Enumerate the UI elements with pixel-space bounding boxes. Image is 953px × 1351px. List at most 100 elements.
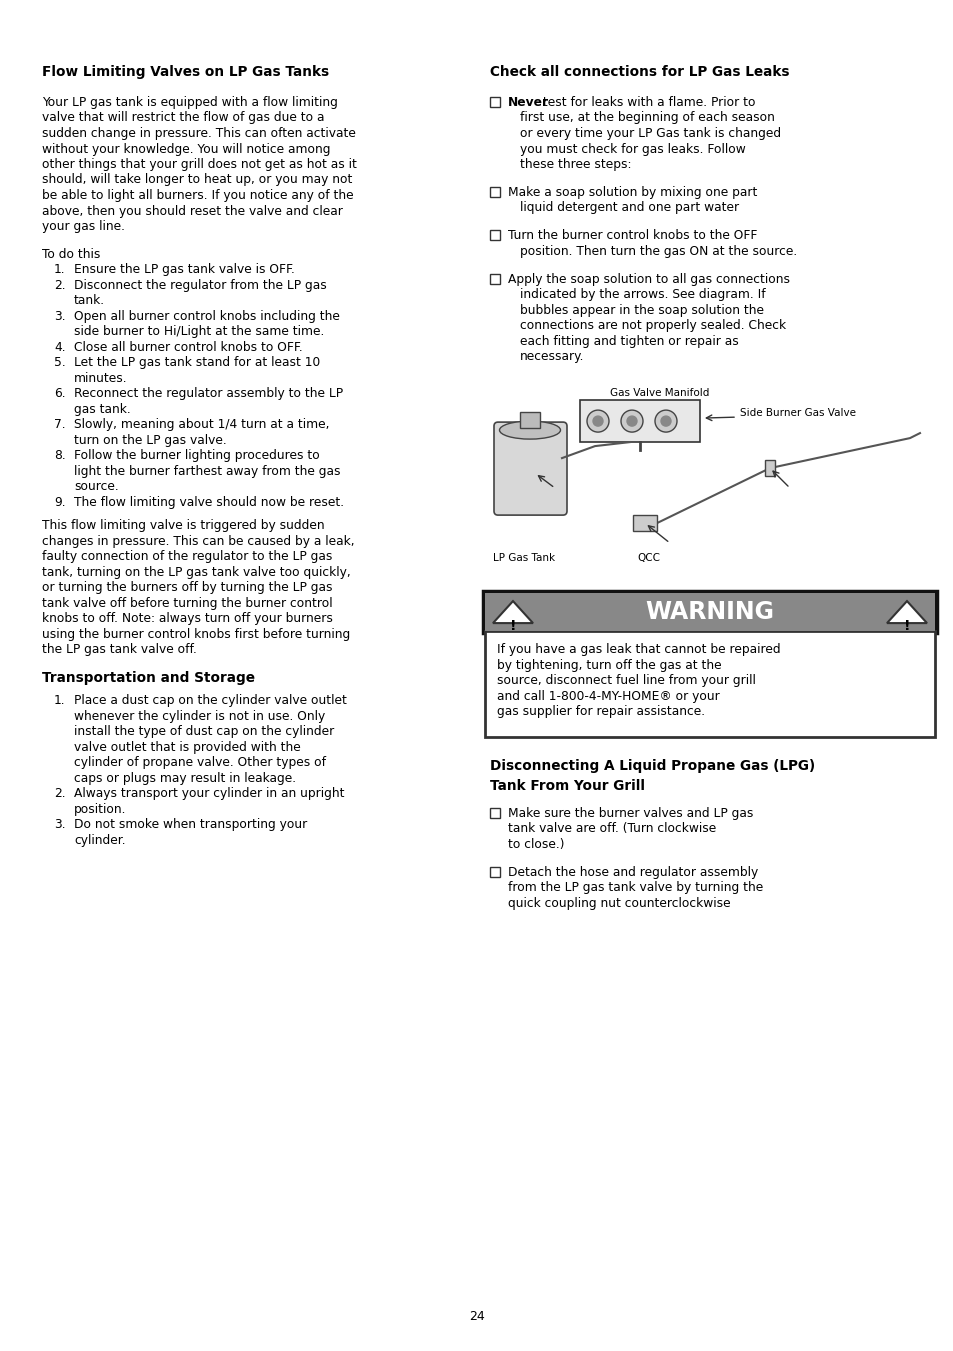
Text: Make sure the burner valves and LP gas: Make sure the burner valves and LP gas	[507, 807, 753, 820]
Bar	[519, 412, 539, 428]
Text: !: !	[509, 619, 516, 634]
Text: Make a soap solution by mixing one part: Make a soap solution by mixing one part	[507, 186, 757, 199]
Text: Transportation and Storage: Transportation and Storage	[42, 671, 254, 685]
Text: This flow limiting valve is triggered by sudden: This flow limiting valve is triggered by…	[42, 519, 324, 532]
Polygon shape	[886, 601, 926, 623]
Bar	[490, 186, 499, 197]
Text: 1.: 1.	[54, 694, 66, 708]
Text: quick coupling nut counterclockwise: quick coupling nut counterclockwise	[507, 897, 730, 909]
Text: If you have a gas leak that cannot be repaired: If you have a gas leak that cannot be re…	[497, 643, 780, 657]
Text: from the LP gas tank valve by turning the: from the LP gas tank valve by turning th…	[507, 881, 762, 894]
Text: source.: source.	[74, 481, 118, 493]
Bar	[484, 631, 934, 736]
Text: light the burner farthest away from the gas: light the burner farthest away from the …	[74, 465, 340, 478]
Text: 8.: 8.	[54, 450, 66, 462]
Text: position. Then turn the gas ON at the source.: position. Then turn the gas ON at the so…	[519, 245, 797, 258]
Text: Disconnect the regulator from the LP gas: Disconnect the regulator from the LP gas	[74, 278, 327, 292]
Text: Flow Limiting Valves on LP Gas Tanks: Flow Limiting Valves on LP Gas Tanks	[42, 65, 329, 78]
Text: indicated by the arrows. See diagram. If: indicated by the arrows. See diagram. If	[519, 288, 765, 301]
Text: Apply the soap solution to all gas connections: Apply the soap solution to all gas conne…	[507, 273, 789, 285]
Text: Check all connections for LP Gas Leaks: Check all connections for LP Gas Leaks	[490, 65, 789, 78]
Text: Do not smoke when transporting your: Do not smoke when transporting your	[74, 819, 307, 831]
Text: changes in pressure. This can be caused by a leak,: changes in pressure. This can be caused …	[42, 535, 355, 547]
Text: sudden change in pressure. This can often activate: sudden change in pressure. This can ofte…	[42, 127, 355, 141]
Circle shape	[626, 416, 637, 426]
Bar	[490, 230, 499, 240]
Text: 3.: 3.	[54, 309, 66, 323]
Text: Turn the burner control knobs to the OFF: Turn the burner control knobs to the OFF	[507, 230, 757, 242]
Text: gas tank.: gas tank.	[74, 403, 131, 416]
Text: 7.: 7.	[54, 419, 66, 431]
Text: Close all burner control knobs to OFF.: Close all burner control knobs to OFF.	[74, 340, 302, 354]
Text: 2.: 2.	[54, 788, 66, 800]
Circle shape	[655, 411, 677, 432]
Circle shape	[593, 416, 602, 426]
Text: above, then you should reset the valve and clear: above, then you should reset the valve a…	[42, 204, 342, 218]
Text: the LP gas tank valve off.: the LP gas tank valve off.	[42, 643, 196, 657]
Text: valve outlet that is provided with the: valve outlet that is provided with the	[74, 740, 300, 754]
Text: LP Gas Tank: LP Gas Tank	[493, 553, 555, 563]
Text: Place a dust cap on the cylinder valve outlet: Place a dust cap on the cylinder valve o…	[74, 694, 347, 708]
Text: gas supplier for repair assistance.: gas supplier for repair assistance.	[497, 705, 704, 719]
Text: liquid detergent and one part water: liquid detergent and one part water	[519, 201, 739, 215]
Text: bubbles appear in the soap solution the: bubbles appear in the soap solution the	[519, 304, 763, 316]
Text: 9.: 9.	[54, 496, 66, 509]
Text: or every time your LP Gas tank is changed: or every time your LP Gas tank is change…	[519, 127, 781, 141]
Text: Open all burner control knobs including the: Open all burner control knobs including …	[74, 309, 339, 323]
Text: connections are not properly sealed. Check: connections are not properly sealed. Che…	[519, 319, 785, 332]
Bar	[490, 97, 499, 107]
Text: tank.: tank.	[74, 295, 105, 308]
Text: these three steps:: these three steps:	[519, 158, 631, 172]
Text: cylinder of propane valve. Other types of: cylinder of propane valve. Other types o…	[74, 757, 326, 769]
Text: Always transport your cylinder in an upright: Always transport your cylinder in an upr…	[74, 788, 344, 800]
Bar	[490, 274, 499, 284]
Text: turn on the LP gas valve.: turn on the LP gas valve.	[74, 434, 227, 447]
Text: valve that will restrict the flow of gas due to a: valve that will restrict the flow of gas…	[42, 112, 324, 124]
Text: Side Burner Gas Valve: Side Burner Gas Valve	[740, 408, 855, 417]
Text: be able to light all burners. If you notice any of the: be able to light all burners. If you not…	[42, 189, 354, 203]
Text: cylinder.: cylinder.	[74, 834, 126, 847]
Text: Reconnect the regulator assembly to the LP: Reconnect the regulator assembly to the …	[74, 388, 343, 400]
Text: Tank From Your Grill: Tank From Your Grill	[490, 778, 644, 793]
Text: other things that your grill does not get as hot as it: other things that your grill does not ge…	[42, 158, 356, 172]
Text: minutes.: minutes.	[74, 372, 128, 385]
Text: and call 1-800-4-MY-HOME® or your: and call 1-800-4-MY-HOME® or your	[497, 689, 719, 703]
Text: using the burner control knobs first before turning: using the burner control knobs first bef…	[42, 628, 350, 640]
Bar	[490, 866, 499, 877]
Bar	[579, 400, 700, 442]
Text: Let the LP gas tank stand for at least 10: Let the LP gas tank stand for at least 1…	[74, 357, 320, 369]
Bar	[633, 515, 657, 531]
Text: Ensure the LP gas tank valve is OFF.: Ensure the LP gas tank valve is OFF.	[74, 263, 294, 277]
Text: 6.: 6.	[54, 388, 66, 400]
Text: Gas Valve Manifold: Gas Valve Manifold	[609, 388, 709, 399]
Text: tank, turning on the LP gas tank valve too quickly,: tank, turning on the LP gas tank valve t…	[42, 566, 351, 578]
Text: 2.: 2.	[54, 278, 66, 292]
Text: necessary.: necessary.	[519, 350, 584, 363]
Polygon shape	[493, 601, 533, 623]
Text: each fitting and tighten or repair as: each fitting and tighten or repair as	[519, 335, 738, 347]
Bar	[764, 461, 774, 476]
Bar	[484, 593, 934, 631]
Bar	[482, 592, 936, 634]
Ellipse shape	[499, 422, 560, 439]
Text: faulty connection of the regulator to the LP gas: faulty connection of the regulator to th…	[42, 550, 332, 563]
Text: your gas line.: your gas line.	[42, 220, 125, 232]
Text: to close.): to close.)	[507, 838, 564, 851]
Text: 1.: 1.	[54, 263, 66, 277]
Text: Disconnecting A Liquid Propane Gas (LPG): Disconnecting A Liquid Propane Gas (LPG)	[490, 759, 814, 773]
Text: Slowly, meaning about 1/4 turn at a time,: Slowly, meaning about 1/4 turn at a time…	[74, 419, 329, 431]
Circle shape	[586, 411, 608, 432]
Circle shape	[660, 416, 670, 426]
Text: should, will take longer to heat up, or you may not: should, will take longer to heat up, or …	[42, 173, 352, 186]
Bar	[490, 808, 499, 817]
Text: 4.: 4.	[54, 340, 66, 354]
Text: by tightening, turn off the gas at the: by tightening, turn off the gas at the	[497, 658, 720, 671]
Text: you must check for gas leaks. Follow: you must check for gas leaks. Follow	[519, 142, 745, 155]
Bar	[490, 378, 929, 578]
Text: To do this: To do this	[42, 247, 100, 261]
Text: position.: position.	[74, 802, 127, 816]
Circle shape	[620, 411, 642, 432]
FancyBboxPatch shape	[494, 422, 566, 515]
Text: knobs to off. Note: always turn off your burners: knobs to off. Note: always turn off your…	[42, 612, 333, 626]
Text: The flow limiting valve should now be reset.: The flow limiting valve should now be re…	[74, 496, 344, 509]
